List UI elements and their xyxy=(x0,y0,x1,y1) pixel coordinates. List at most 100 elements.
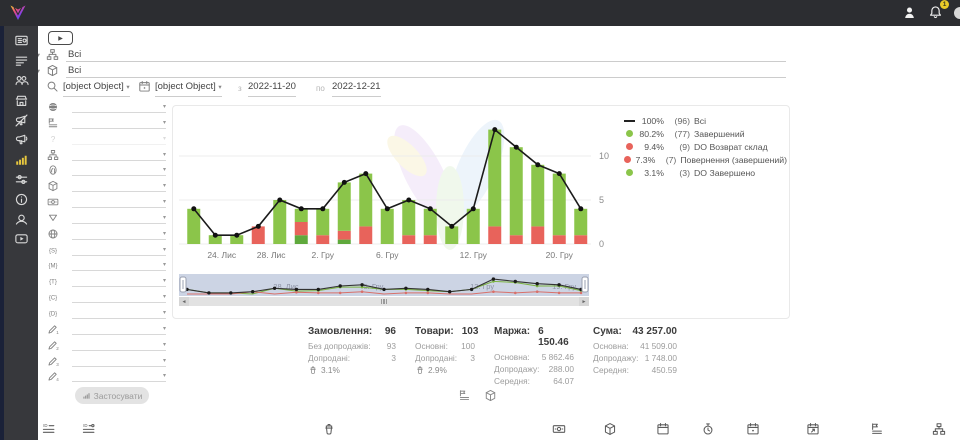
stats-toggle-flag-list-icon[interactable] xyxy=(458,389,471,402)
chevron-down-icon[interactable]: ▾ xyxy=(36,52,40,59)
filter-row-braceC[interactable]: {C} ▾ xyxy=(46,290,166,306)
filter-row-braceD[interactable]: {D} ▾ xyxy=(46,306,166,322)
chevron-down-icon[interactable]: ▾ xyxy=(162,104,166,110)
filter-row-question[interactable]: ? ▾ xyxy=(46,132,166,148)
sidebar-item-video-icon[interactable] xyxy=(4,229,38,249)
chevron-down-icon[interactable]: ▾ xyxy=(162,230,166,237)
filter-row-sitemap[interactable]: ▾ xyxy=(46,148,166,164)
chevron-down-icon[interactable]: ▾ xyxy=(162,214,166,221)
chevron-down-icon[interactable]: ▾ xyxy=(162,151,166,158)
category-filter-value[interactable]: Всі xyxy=(68,49,82,60)
filter-row-braceT[interactable]: {T} ▾ xyxy=(46,274,166,290)
video-tutorial-button[interactable]: ▶ xyxy=(48,31,73,45)
toolbar-calendar-icon[interactable] xyxy=(656,422,670,436)
filter-row-pencil2[interactable]: 2 ▾ xyxy=(46,338,166,354)
filter-row-package[interactable]: ▾ xyxy=(46,179,166,195)
filter-underline[interactable] xyxy=(72,258,166,272)
filter-underline[interactable] xyxy=(72,290,166,304)
main-chart-svg[interactable]: 0 5 10 24. Лис 28. Лис 2. Гру 6. Гру 12. Гру 20.… xyxy=(179,112,785,270)
chevron-down-icon[interactable]: ▾ xyxy=(162,294,166,301)
partial-avatar[interactable] xyxy=(954,7,960,19)
filter-underline[interactable] xyxy=(72,211,166,224)
chevron-down-icon[interactable]: ▾ xyxy=(162,167,166,174)
chevron-down-icon[interactable]: ▾ xyxy=(162,278,166,285)
sidebar-item-card-icon[interactable] xyxy=(4,31,38,51)
chevron-down-icon[interactable]: ▾ xyxy=(162,341,166,348)
filter-underline[interactable] xyxy=(72,274,166,288)
toolbar-package-icon[interactable] xyxy=(603,422,617,436)
notifications-bell-icon[interactable]: 1 xyxy=(928,0,949,21)
filter-row-money[interactable]: ▾ xyxy=(46,195,166,211)
filter-underline[interactable] xyxy=(72,195,166,209)
chevron-down-icon[interactable]: ▾ xyxy=(162,309,166,316)
legend-item[interactable]: 7.3% (7) Повернення (завершений) xyxy=(623,153,787,166)
stats-toggle-package-icon[interactable] xyxy=(484,389,497,402)
minimap-scrollbar[interactable]: ◄ ► xyxy=(179,297,589,306)
filter-row-funnel[interactable]: ▾ xyxy=(46,211,166,227)
chevron-down-icon[interactable]: ▾ xyxy=(36,68,40,75)
filter-row-fingerprint[interactable]: ▾ xyxy=(46,163,166,179)
filter-underline[interactable] xyxy=(72,116,166,129)
legend-item[interactable]: 80.2% (77) Завершений xyxy=(623,127,787,140)
chevron-down-icon[interactable]: ▾ xyxy=(162,357,166,364)
sidebar-item-bar-chart-icon[interactable] xyxy=(4,150,38,170)
scroll-left-arrow[interactable]: ◄ xyxy=(179,297,189,306)
search-mode-select[interactable]: [object Object] ▾ xyxy=(63,81,130,97)
toolbar-sitemap-icon[interactable] xyxy=(932,422,946,436)
legend-item[interactable]: 9.4% (9) DO Возврат склад xyxy=(623,140,787,153)
chevron-down-icon[interactable]: ▾ xyxy=(162,119,166,126)
filter-underline[interactable] xyxy=(72,306,166,319)
toolbar-cup-icon[interactable] xyxy=(322,422,336,436)
scroll-right-arrow[interactable]: ► xyxy=(579,297,589,306)
filter-row-pencil3[interactable]: 3 ▾ xyxy=(46,354,166,370)
sidebar-item-rows-icon[interactable] xyxy=(4,51,38,71)
toolbar-id-list-o-icon[interactable]: ID xyxy=(82,422,96,436)
chevron-down-icon[interactable]: ▾ xyxy=(162,246,166,253)
filter-row-pencil4[interactable]: 4 ▾ xyxy=(46,369,166,385)
toolbar-calendar-export-icon[interactable] xyxy=(806,422,820,436)
filter-underline[interactable] xyxy=(72,338,166,351)
sidebar-item-store-icon[interactable] xyxy=(4,90,38,110)
filter-row-globe-dark[interactable]: ▾ xyxy=(46,100,166,116)
chevron-down-icon[interactable]: ▾ xyxy=(162,373,166,380)
sidebar-item-sliders-icon[interactable] xyxy=(4,170,38,190)
date-type-select[interactable]: [object Object] ▾ xyxy=(155,81,222,97)
date-from-input[interactable]: 2022-11-20 xyxy=(248,81,296,97)
filter-row-globe[interactable]: ▾ xyxy=(46,227,166,243)
chevron-down-icon[interactable]: ▾ xyxy=(162,262,166,269)
legend-item[interactable]: 100% (96) Всі xyxy=(623,114,787,127)
filter-underline[interactable] xyxy=(72,179,166,193)
filter-underline[interactable] xyxy=(72,354,166,367)
sidebar-item-megaphone-icon[interactable] xyxy=(4,130,38,150)
filter-underline[interactable] xyxy=(72,322,166,335)
filter-underline[interactable] xyxy=(72,132,166,145)
sidebar-item-megaphone-off-icon[interactable] xyxy=(4,110,38,130)
user-avatar-icon[interactable] xyxy=(902,5,918,21)
chevron-down-icon[interactable]: ▾ xyxy=(162,135,166,142)
toolbar-stopwatch-icon[interactable] xyxy=(701,422,715,436)
filter-underline[interactable] xyxy=(72,163,166,177)
toolbar-money-icon[interactable] xyxy=(552,422,566,436)
toolbar-flag-list-icon[interactable] xyxy=(870,422,884,436)
filter-underline[interactable] xyxy=(72,243,166,256)
apply-button[interactable]: Застосувати xyxy=(75,387,149,404)
filter-row-braceM[interactable]: {M} ▾ xyxy=(46,258,166,274)
sidebar-item-globe-hands-icon[interactable] xyxy=(4,209,38,229)
legend-item[interactable]: 3.1% (3) DO Завершено xyxy=(623,166,787,179)
filter-row-braceS[interactable]: {S} ▾ xyxy=(46,243,166,259)
filter-row-pencil1[interactable]: 1 ▾ xyxy=(46,322,166,338)
filter-underline[interactable] xyxy=(72,100,166,113)
scroll-track[interactable] xyxy=(189,299,579,304)
filter-row-flag-list[interactable]: ▾ xyxy=(46,116,166,132)
filter-underline[interactable] xyxy=(72,148,166,161)
chevron-down-icon[interactable]: ▾ xyxy=(162,325,166,332)
filter-underline[interactable] xyxy=(72,369,166,383)
chart-minimap[interactable]: 28. Лис 5. Гру 12. Гру 19. Гру xyxy=(179,274,589,296)
filter-underline[interactable] xyxy=(72,227,166,240)
toolbar-id-list-icon[interactable]: ID xyxy=(42,422,56,436)
toolbar-calendar-date-icon[interactable] xyxy=(746,422,760,436)
sidebar-item-info-icon[interactable] xyxy=(4,189,38,209)
chevron-down-icon[interactable]: ▾ xyxy=(162,183,166,190)
date-to-input[interactable]: 2022-12-21 xyxy=(332,81,381,97)
chevron-down-icon[interactable]: ▾ xyxy=(162,199,166,206)
